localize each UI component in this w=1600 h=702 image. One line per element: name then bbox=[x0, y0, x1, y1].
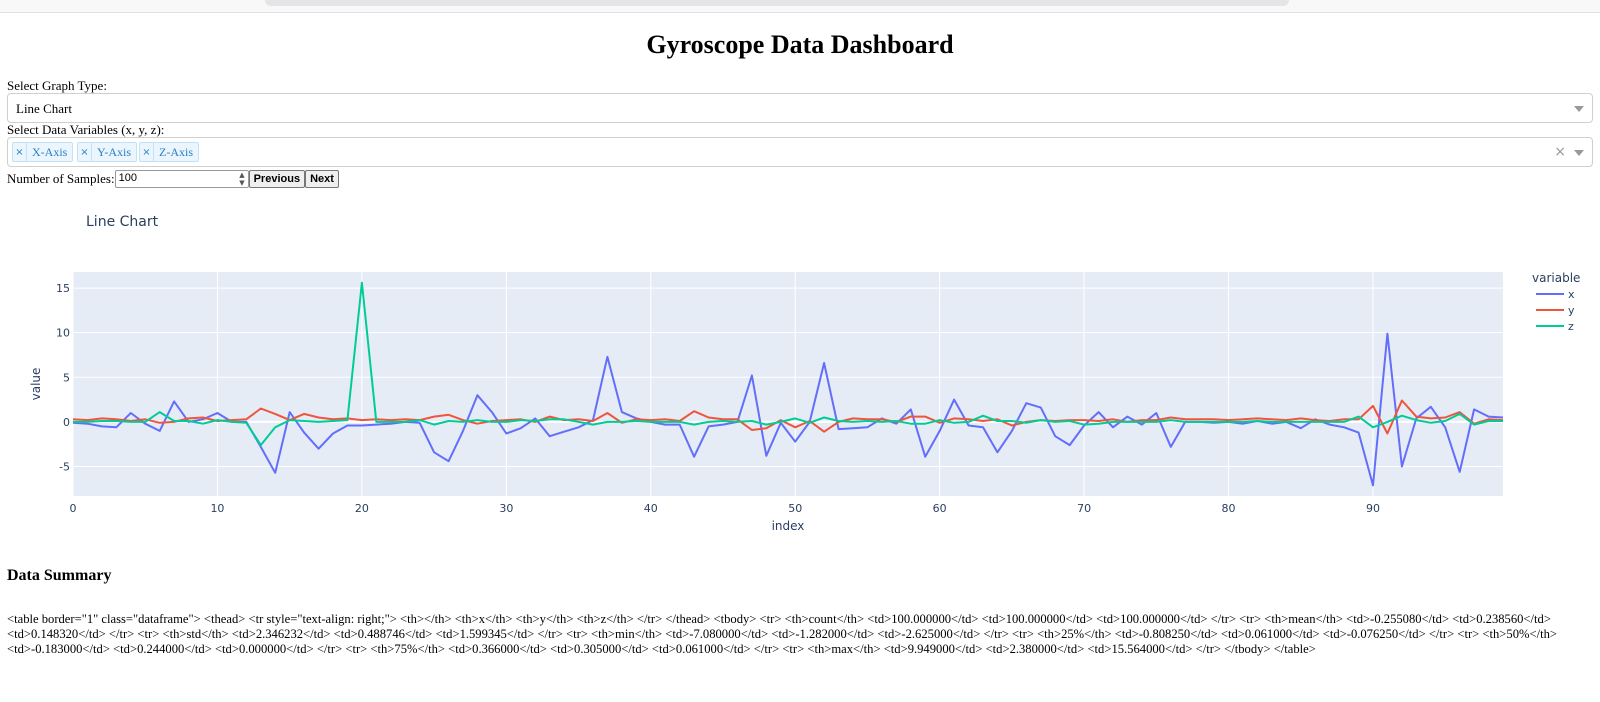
line-chart[interactable]: Line Chart 0 10 20 30 40 50 60 70 80 90 -5 0 5 10 15 i… bbox=[0, 200, 1600, 540]
x-axis-title: index bbox=[772, 519, 805, 533]
graph-type-dropdown[interactable]: Line Chart bbox=[7, 93, 1593, 123]
data-summary-heading: Data Summary bbox=[7, 567, 112, 584]
variables-multiselect[interactable]: × X-Axis × Y-Axis × Z-Axis × bbox=[7, 137, 1593, 167]
browser-top-bar bbox=[0, 0, 1600, 13]
x-tick-label: 70 bbox=[1077, 502, 1091, 515]
spinner-icon[interactable]: ▲ ▼ bbox=[239, 171, 245, 187]
series-line-y bbox=[72, 399, 1504, 435]
series-lines bbox=[72, 281, 1504, 487]
chip-label: X-Axis bbox=[32, 144, 68, 159]
graph-type-selected-value: Line Chart bbox=[16, 101, 72, 116]
y-tick-label: -5 bbox=[59, 461, 70, 474]
samples-row: Number of Samples: 100 ▲ ▼ Previous Next bbox=[7, 170, 339, 188]
x-tick-label: 50 bbox=[788, 502, 802, 515]
x-tick-label: 90 bbox=[1366, 502, 1380, 515]
chip-z-axis: × Z-Axis bbox=[139, 142, 199, 162]
x-tick-label: 40 bbox=[644, 502, 658, 515]
chevron-down-icon[interactable] bbox=[1574, 150, 1584, 156]
samples-input[interactable]: 100 ▲ ▼ bbox=[114, 170, 249, 188]
chip-label: Y-Axis bbox=[97, 144, 132, 159]
remove-chip-icon[interactable]: × bbox=[78, 143, 92, 161]
y-tick-label: 5 bbox=[63, 371, 70, 384]
chip-x-axis: × X-Axis bbox=[12, 142, 74, 162]
samples-label: Number of Samples: bbox=[7, 171, 115, 186]
chevron-down-icon[interactable] bbox=[1574, 106, 1584, 112]
legend: xyz bbox=[1536, 288, 1575, 333]
x-tick-label: 80 bbox=[1222, 502, 1236, 515]
x-tick-label: 30 bbox=[499, 502, 513, 515]
clear-all-icon[interactable]: × bbox=[1554, 144, 1566, 160]
x-tick-label: 10 bbox=[210, 502, 224, 515]
variables-label: Select Data Variables (x, y, z): bbox=[7, 122, 165, 137]
series-line-z bbox=[73, 281, 1503, 447]
next-button[interactable]: Next bbox=[305, 170, 339, 188]
x-tick-label: 20 bbox=[355, 502, 369, 515]
x-tick-label: 60 bbox=[933, 502, 947, 515]
legend-title: variable bbox=[1532, 271, 1580, 285]
legend-label: z bbox=[1568, 320, 1574, 333]
chip-label: Z-Axis bbox=[159, 144, 193, 159]
chart-title: Line Chart bbox=[86, 214, 159, 230]
axis-ticks: 0 10 20 30 40 50 60 70 80 90 -5 0 5 10 15 bbox=[56, 282, 1380, 515]
data-summary-text: <table border="1" class="dataframe"> <th… bbox=[7, 612, 1557, 656]
y-tick-label: 0 bbox=[63, 416, 70, 429]
y-tick-label: 10 bbox=[56, 327, 70, 340]
address-bar[interactable] bbox=[265, 0, 1289, 6]
samples-input-value: 100 bbox=[118, 172, 137, 184]
legend-label: x bbox=[1568, 288, 1575, 301]
chip-y-axis: × Y-Axis bbox=[77, 142, 138, 162]
remove-chip-icon[interactable]: × bbox=[140, 143, 154, 161]
legend-label: y bbox=[1568, 304, 1575, 317]
x-tick-label: 0 bbox=[70, 502, 77, 515]
graph-type-label: Select Graph Type: bbox=[7, 78, 107, 93]
previous-button[interactable]: Previous bbox=[248, 170, 306, 188]
page-title: Gyroscope Data Dashboard bbox=[646, 30, 954, 59]
remove-chip-icon[interactable]: × bbox=[13, 143, 27, 161]
y-tick-label: 15 bbox=[56, 282, 70, 295]
plot-area bbox=[73, 272, 1503, 496]
y-axis-title: value bbox=[29, 368, 43, 401]
